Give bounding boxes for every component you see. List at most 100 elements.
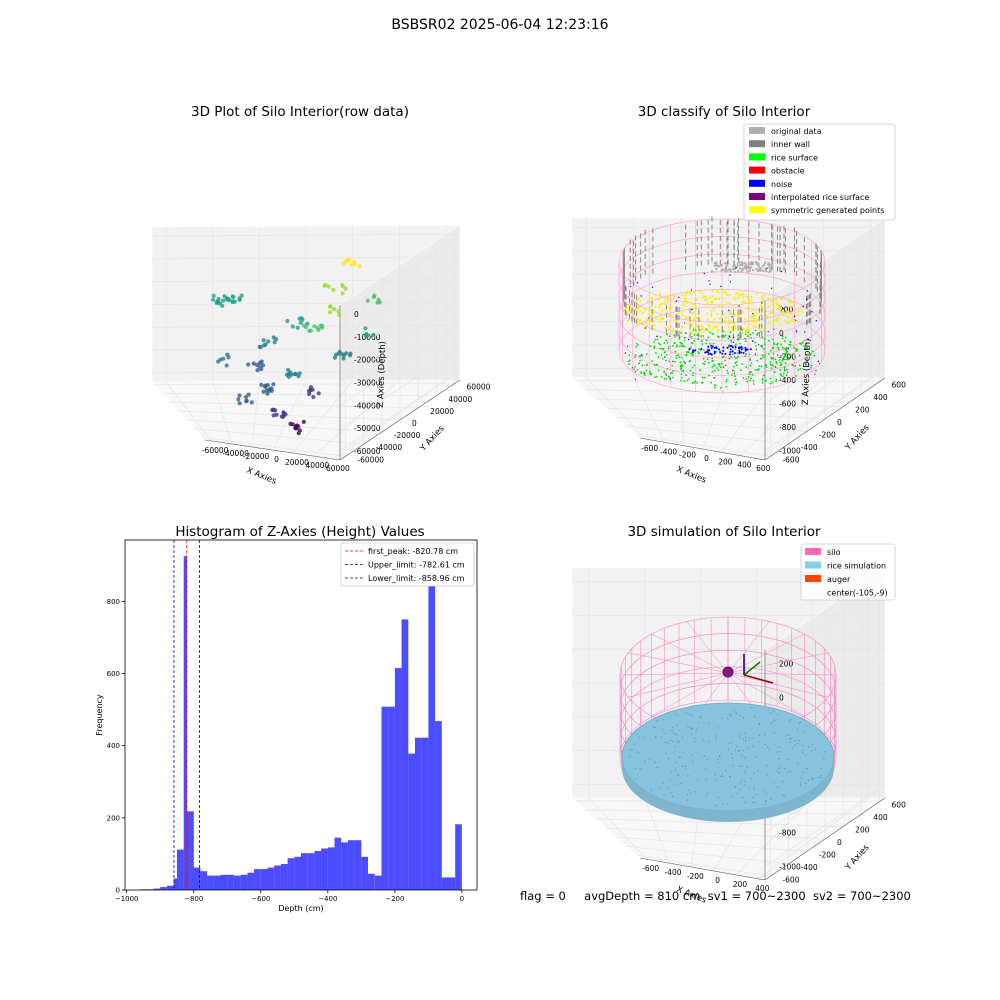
rice-sim-point [662, 719, 664, 721]
rice-sim-point [778, 768, 780, 770]
rice-surface-point [645, 369, 648, 372]
inner-wall-point [676, 306, 678, 312]
grid-line [595, 818, 844, 827]
original-point [745, 265, 749, 268]
rice-sim-point [742, 738, 745, 740]
inner-wall-point [796, 231, 798, 236]
data-point [261, 343, 267, 348]
inner-wall-point [758, 247, 760, 253]
rice-sim-point [724, 770, 727, 772]
y-tick-label: 200 [855, 826, 870, 835]
noise-point [802, 306, 804, 308]
rice-surface-point [655, 375, 658, 378]
rice-surface-point [784, 362, 787, 364]
symmetric-point [790, 311, 793, 314]
x-tick-label: -400 [660, 447, 677, 456]
symmetric-point [734, 325, 737, 329]
rice-sim-point [742, 717, 745, 719]
rice-surface-point [744, 333, 747, 335]
rice-sim-point [692, 761, 694, 763]
inner-wall-point [624, 301, 626, 307]
symmetric-point [736, 292, 739, 295]
rice-sim-point [758, 734, 761, 736]
rice-surface-point [721, 356, 724, 359]
rice-surface-point [746, 380, 749, 383]
rice-sim-point [681, 765, 684, 767]
rice-surface-point [714, 384, 717, 387]
data-point [246, 362, 251, 367]
noise-point [722, 346, 725, 349]
interpolated-point [775, 366, 777, 368]
rice-surface-point [679, 361, 682, 364]
rice-surface-point [703, 362, 706, 365]
rice-surface-point [761, 379, 764, 381]
rice-surface-point [720, 362, 723, 365]
inner-wall-point [783, 249, 785, 255]
rice-sim-point [678, 740, 680, 742]
rice-surface-point [713, 364, 715, 367]
rice-sim-point [744, 781, 746, 783]
inner-wall-point [738, 241, 740, 247]
symmetric-point [667, 306, 671, 309]
rice-surface-point [680, 373, 683, 376]
rice-sim-point [748, 737, 750, 739]
original-point [732, 267, 735, 271]
symmetric-point [721, 304, 724, 308]
data-point [257, 344, 262, 349]
inner-wall-point [624, 309, 626, 315]
rice-surface-point [739, 369, 742, 371]
symmetric-point [649, 315, 652, 318]
data-point [347, 257, 352, 262]
rice-surface-point [727, 337, 730, 340]
symmetric-point [741, 300, 745, 303]
data-point [255, 368, 260, 373]
inner-wall-point [698, 325, 700, 331]
inner-wall-point [783, 257, 785, 263]
symmetric-point [761, 298, 764, 301]
symmetric-point [655, 317, 658, 320]
interpolated-point [713, 377, 715, 379]
inner-wall-point [815, 268, 817, 274]
symmetric-point [668, 320, 672, 323]
symmetric-point [706, 312, 709, 315]
symmetric-point [688, 321, 691, 324]
symmetric-point [727, 325, 730, 328]
symmetric-point [636, 306, 640, 310]
symmetric-point [710, 313, 713, 316]
rice-surface-point [739, 331, 741, 334]
z-tick-label: 0 [779, 329, 784, 338]
inner-wall-point [739, 333, 741, 339]
symmetric-point [771, 300, 774, 303]
symmetric-point [727, 320, 730, 323]
data-point [272, 340, 277, 345]
rice-sim-point [664, 732, 667, 735]
noise-point [740, 348, 743, 351]
inner-wall-point [700, 228, 702, 234]
symmetric-point [749, 310, 752, 313]
rice-surface-point [744, 355, 747, 357]
noise-point [709, 283, 711, 286]
rice-surface-point [657, 356, 660, 359]
rice-surface-point [694, 380, 697, 383]
x-tick-label: -600 [641, 444, 658, 453]
inner-wall-point [784, 260, 786, 266]
rice-sim-point [732, 757, 734, 759]
noise-point [713, 346, 716, 349]
silo-roof-wire [628, 672, 729, 698]
data-point [341, 356, 346, 361]
inner-wall-point [748, 237, 750, 243]
y-tick-label: 800 [107, 598, 120, 606]
rice-sim-point [652, 726, 655, 728]
inner-wall-point [644, 261, 646, 267]
legend-label: obstacle [771, 167, 805, 176]
noise-point [729, 281, 732, 283]
rice-sim-point [686, 794, 689, 796]
rice-surface-point [675, 354, 678, 357]
inner-wall-point [819, 262, 821, 268]
data-point [303, 324, 309, 330]
data-point [343, 286, 348, 291]
symmetric-point [733, 328, 737, 331]
symmetric-point [686, 317, 690, 320]
rice-surface-point [697, 338, 699, 340]
histogram-bar [220, 874, 228, 890]
